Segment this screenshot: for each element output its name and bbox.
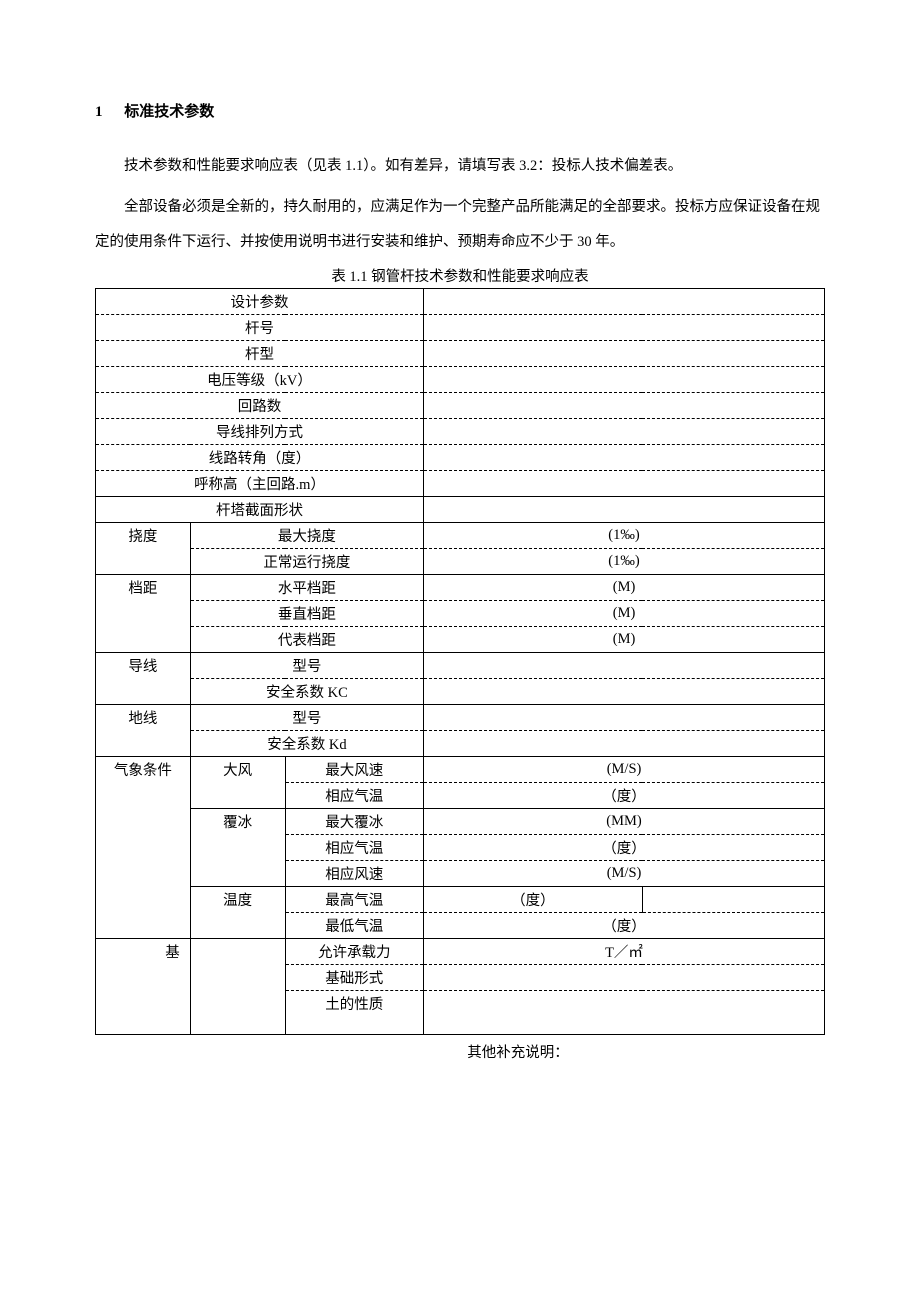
- table-row: 档距 水平档距 (M): [96, 575, 825, 601]
- table-row: 呼称高（主回路.m）: [96, 471, 825, 497]
- cell-dafeng-r1-val: (M/S): [424, 757, 825, 783]
- cell-wendu-r1: 最高气温: [285, 887, 424, 913]
- cell-fubing-r1-val: (MM): [424, 809, 825, 835]
- table-row: 安全系数 Kd: [96, 731, 825, 757]
- cell-ji-r1: 允许承载力: [285, 939, 424, 965]
- table-row: 安全系数 KC: [96, 679, 825, 705]
- cell-voltage: 电压等级（kV）: [96, 367, 424, 393]
- cell-dixian-r2: 安全系数 Kd: [190, 731, 423, 757]
- heading-title: 标准技术参数: [124, 104, 214, 120]
- cell-value: [424, 393, 825, 419]
- cell-naodu-label: 挠度: [96, 523, 191, 575]
- cell-dangju-r3: 代表档距: [190, 627, 423, 653]
- cell-value: [642, 887, 824, 913]
- cell-dixian-r1: 型号: [190, 705, 423, 731]
- cell-ji-r1-val: T／㎡: [424, 939, 825, 965]
- cell-dafeng-r2: 相应气温: [285, 783, 424, 809]
- cell-dangju-r2: 垂直档距: [190, 601, 423, 627]
- cell-huchenggao: 呼称高（主回路.m）: [96, 471, 424, 497]
- cell-wendu-label: 温度: [190, 887, 285, 939]
- cell-qixiang-label: 气象条件: [96, 757, 191, 939]
- cell-value: [424, 679, 825, 705]
- cell-ji-label: 基: [96, 939, 191, 1035]
- table-row: 导线排列方式: [96, 419, 825, 445]
- cell-ji-r2: 基础形式: [285, 965, 424, 991]
- table-row: 垂直档距 (M): [96, 601, 825, 627]
- table-row: 电压等级（kV）: [96, 367, 825, 393]
- table-row: 正常运行挠度 (1‰): [96, 549, 825, 575]
- cell-dangju-r1-val: (M): [424, 575, 825, 601]
- cell-fubing-r3: 相应风速: [285, 861, 424, 887]
- cell-daoxian-r2: 安全系数 KC: [190, 679, 423, 705]
- cell-value: [424, 965, 825, 991]
- cell-daoxian-r1: 型号: [190, 653, 423, 679]
- cell-wendu-r1-val: （度）: [424, 887, 643, 913]
- cell-naodu-r1: 最大挠度: [190, 523, 423, 549]
- cell-daoxianpailie: 导线排列方式: [96, 419, 424, 445]
- table-row: 地线 型号: [96, 705, 825, 731]
- table-row: 回路数: [96, 393, 825, 419]
- cell-value: [424, 419, 825, 445]
- cell-wendu-r2-val: （度）: [424, 913, 825, 939]
- cell-dafeng-label: 大风: [190, 757, 285, 809]
- cell-ji-r3: 土的性质: [285, 991, 424, 1035]
- cell-ji-empty: [190, 939, 285, 1035]
- cell-naodu-r2-val: (1‰): [424, 549, 825, 575]
- table-row: 线路转角（度）: [96, 445, 825, 471]
- table-row: 设计参数: [96, 289, 825, 315]
- cell-dangju-label: 档距: [96, 575, 191, 653]
- cell-value: [424, 991, 825, 1035]
- cell-ganhao: 杆号: [96, 315, 424, 341]
- cell-fubing-r1: 最大覆冰: [285, 809, 424, 835]
- header-empty: [424, 289, 825, 315]
- cell-value: [424, 731, 825, 757]
- heading-number: 1: [95, 104, 103, 121]
- table-row: 覆冰 最大覆冰 (MM): [96, 809, 825, 835]
- cell-wendu-r2: 最低气温: [285, 913, 424, 939]
- cell-value: [424, 341, 825, 367]
- cell-dafeng-r1: 最大风速: [285, 757, 424, 783]
- table-row: 杆号: [96, 315, 825, 341]
- paragraph-2: 全部设备必须是全新的，持久耐用的，应满足作为一个完整产品所能满足的全部要求。投标…: [95, 190, 825, 260]
- cell-naodu-r2: 正常运行挠度: [190, 549, 423, 575]
- cell-gantazai: 杆塔截面形状: [96, 497, 424, 523]
- paragraph-1: 技术参数和性能要求响应表（见表 1.1）。如有差异，请填写表 3.2：投标人技术…: [95, 149, 825, 184]
- table-row: 导线 型号: [96, 653, 825, 679]
- header-design-param: 设计参数: [96, 289, 424, 315]
- table-row: 气象条件 大风 最大风速 (M/S): [96, 757, 825, 783]
- cell-huilushu: 回路数: [96, 393, 424, 419]
- spec-table: 设计参数 杆号 杆型 电压等级（kV） 回路数 导线排列方式 线路转角（度） 呼…: [95, 288, 825, 1035]
- cell-fubing-r3-val: (M/S): [424, 861, 825, 887]
- cell-value: [424, 497, 825, 523]
- cell-dangju-r1: 水平档距: [190, 575, 423, 601]
- table-row: 杆塔截面形状: [96, 497, 825, 523]
- cell-value: [424, 315, 825, 341]
- cell-value: [424, 705, 825, 731]
- cell-fubing-r2: 相应气温: [285, 835, 424, 861]
- table-row: 基 允许承载力 T／㎡: [96, 939, 825, 965]
- cell-daoxian-label: 导线: [96, 653, 191, 705]
- table-caption: 表 1.1 钢管杆技术参数和性能要求响应表: [95, 265, 825, 286]
- cell-dafeng-r2-val: （度）: [424, 783, 825, 809]
- cell-fubing-label: 覆冰: [190, 809, 285, 887]
- cell-value: [424, 445, 825, 471]
- cell-ganxing: 杆型: [96, 341, 424, 367]
- cell-fubing-r2-val: （度）: [424, 835, 825, 861]
- cell-dangju-r2-val: (M): [424, 601, 825, 627]
- section-heading: 1 标准技术参数: [95, 100, 825, 121]
- table-row: 代表档距 (M): [96, 627, 825, 653]
- cell-dixian-label: 地线: [96, 705, 191, 757]
- bottom-note: 其他补充说明：: [95, 1041, 825, 1062]
- cell-value: [424, 653, 825, 679]
- table-row: 温度 最高气温 （度）: [96, 887, 825, 913]
- table-row: 挠度 最大挠度 (1‰): [96, 523, 825, 549]
- cell-naodu-r1-val: (1‰): [424, 523, 825, 549]
- cell-value: [424, 367, 825, 393]
- cell-dangju-r3-val: (M): [424, 627, 825, 653]
- cell-value: [424, 471, 825, 497]
- table-row: 杆型: [96, 341, 825, 367]
- cell-xianluzhuanjiao: 线路转角（度）: [96, 445, 424, 471]
